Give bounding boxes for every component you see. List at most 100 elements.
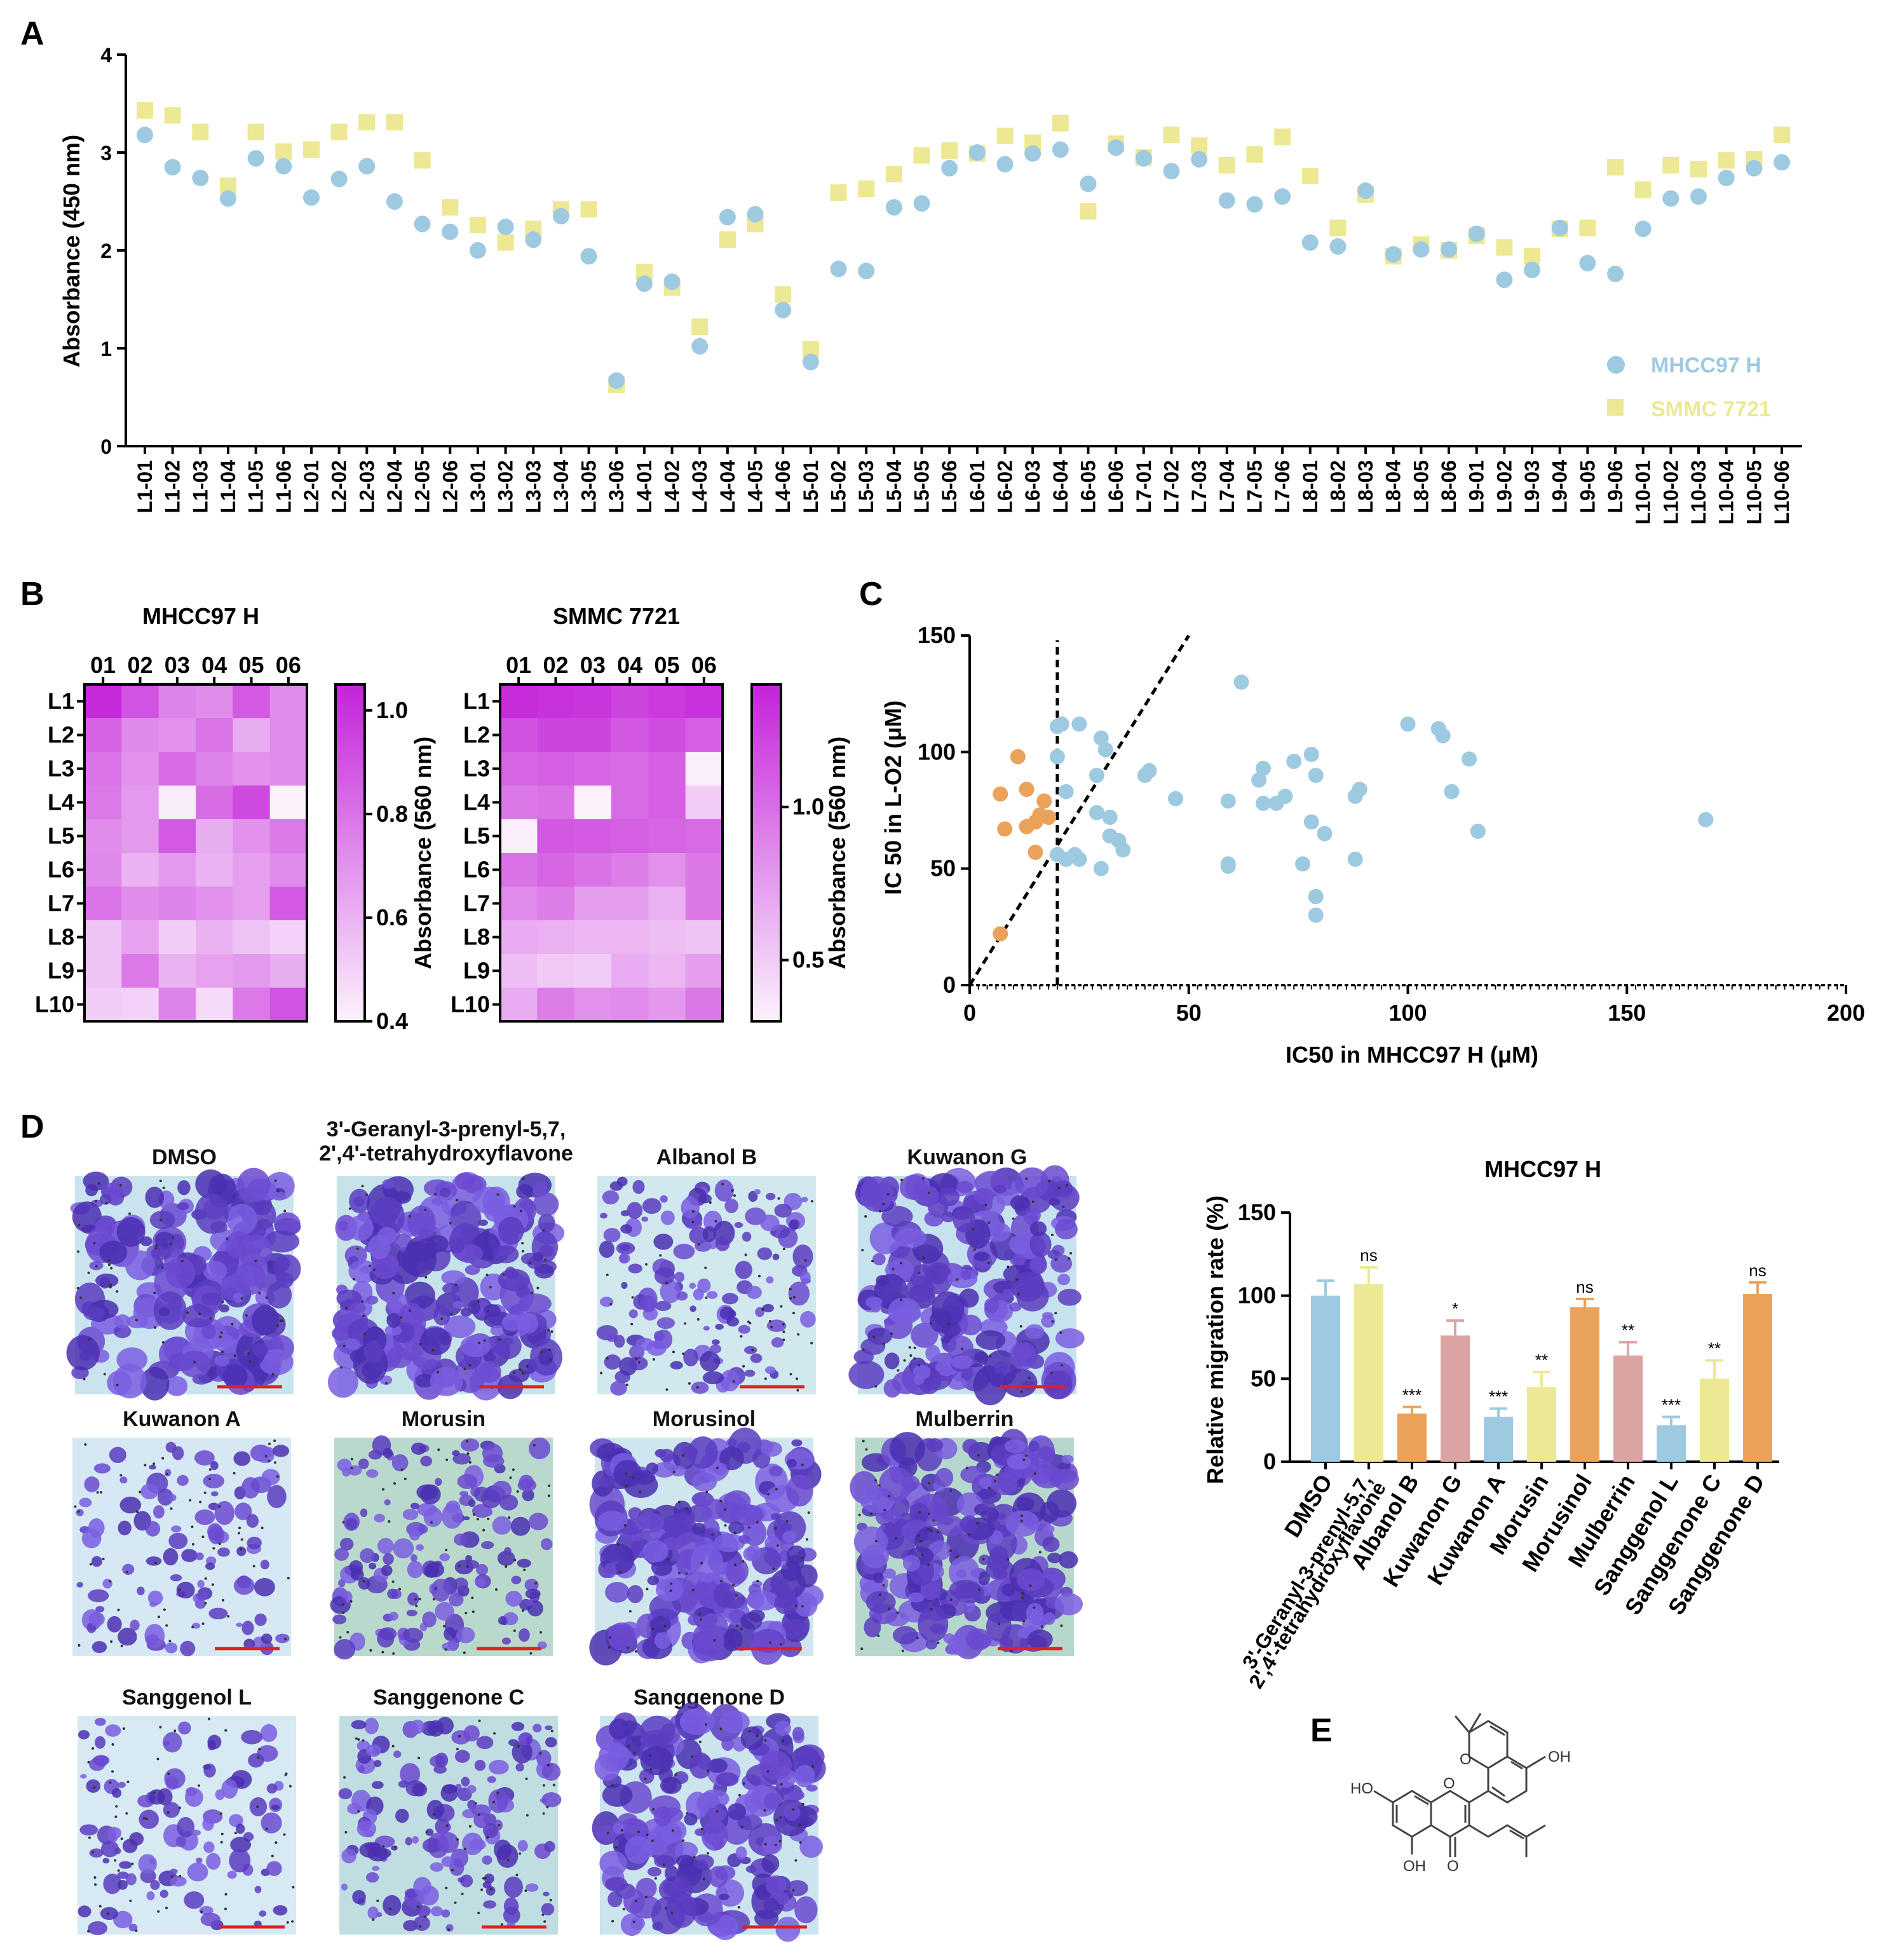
micrograph-pore xyxy=(627,1745,630,1748)
micrograph-cell-cluster xyxy=(978,1571,990,1586)
micrograph-cell-cluster xyxy=(435,1602,454,1621)
micrograph-cell-cluster xyxy=(538,1348,553,1366)
micrograph-cell-cluster xyxy=(112,1363,147,1399)
micrograph-cell-cluster xyxy=(452,1453,471,1465)
micrograph-cell-cluster xyxy=(719,1446,744,1471)
micrograph-pore xyxy=(248,1360,252,1363)
micrograph-pore xyxy=(756,1579,759,1582)
micrograph-pore xyxy=(522,1177,526,1180)
micrograph-cell-cluster xyxy=(128,1923,138,1931)
chart-d-significance: ** xyxy=(1708,1339,1721,1358)
micrograph-cell-cluster xyxy=(770,1513,782,1520)
heatmap-cell xyxy=(611,920,649,955)
micrograph-cell-cluster xyxy=(187,1862,208,1882)
heatmap-cell xyxy=(121,853,159,887)
heatmap-col-label: 05 xyxy=(238,652,264,678)
micrograph-pore xyxy=(482,1528,485,1532)
micrograph-cell-cluster xyxy=(766,1319,787,1332)
heatmap-row-label: L7 xyxy=(463,890,490,916)
micrograph-cell-cluster xyxy=(435,1752,449,1768)
micrograph-pore xyxy=(513,1205,516,1208)
micrograph-cell-cluster xyxy=(519,1293,552,1314)
micrograph-pore xyxy=(864,1215,867,1218)
micrograph-pore xyxy=(445,1458,449,1461)
chart-a-xtick-label: L8-05 xyxy=(1409,460,1432,514)
micrograph-cell-cluster xyxy=(714,1533,745,1553)
micrograph-pore xyxy=(88,1338,91,1341)
micrograph-pore xyxy=(672,1471,675,1474)
chart-c-point-other xyxy=(1220,793,1236,809)
heatmap-row-label: L10 xyxy=(35,991,74,1017)
micrograph-cell-cluster xyxy=(273,1212,301,1235)
ring-b xyxy=(1487,1755,1528,1804)
micrograph-pore xyxy=(471,1596,474,1600)
micrograph-cell-cluster xyxy=(442,1503,463,1529)
micrograph-cell-cluster xyxy=(689,1283,696,1290)
micrograph-pore xyxy=(541,1913,545,1916)
micrograph-cell-cluster xyxy=(344,1338,360,1350)
micrograph-pore xyxy=(505,1565,508,1568)
micrograph-cell-cluster xyxy=(627,1585,644,1603)
micrograph-cell-cluster xyxy=(1015,1167,1049,1199)
micrograph-cell-cluster xyxy=(441,1909,451,1918)
micrograph-pore xyxy=(1019,1324,1022,1328)
micrograph-cell-cluster xyxy=(1054,1180,1073,1197)
micrograph-cell-cluster xyxy=(960,1515,979,1534)
micrograph-pore xyxy=(161,1341,165,1344)
micrograph-pore xyxy=(926,1528,930,1531)
micrograph-cell-cluster xyxy=(940,1211,955,1223)
micrograph-pore xyxy=(625,1384,628,1387)
micrograph-cell-cluster xyxy=(484,1304,501,1317)
micrograph-pore xyxy=(283,1833,286,1836)
micrograph-cell-cluster xyxy=(761,1854,780,1873)
micrograph-pore xyxy=(264,1455,268,1458)
micrograph-cell-cluster xyxy=(693,1494,707,1506)
micrograph-pore xyxy=(886,1193,890,1196)
micrograph-cell-cluster xyxy=(503,1897,519,1916)
micrograph-cell-cluster xyxy=(673,1244,695,1260)
micrograph-cell-cluster xyxy=(76,1509,84,1516)
micrograph-cell-cluster xyxy=(926,1438,944,1452)
micrograph-cell-cluster xyxy=(386,1346,412,1368)
chart-a-point-mhcc97h xyxy=(1274,188,1291,205)
micrograph-cell-cluster xyxy=(508,1739,519,1746)
micrograph-cell-cluster xyxy=(140,1366,170,1401)
micrograph-pore xyxy=(346,1631,349,1634)
heatmap-col-label: 04 xyxy=(617,652,642,678)
chart-a-xtick-label: L2-04 xyxy=(383,460,406,514)
micrograph-pore xyxy=(156,1757,159,1760)
micrograph-cell-cluster xyxy=(341,1848,356,1863)
micrograph-pore xyxy=(220,1841,223,1844)
micrograph-pore xyxy=(651,1627,655,1630)
micrograph-pore xyxy=(519,1368,522,1371)
micrograph-cell-cluster xyxy=(158,1307,170,1317)
micrograph-cell-cluster xyxy=(364,1717,379,1734)
micrograph-pore xyxy=(860,1647,864,1650)
chart-a-point-smmc7721 xyxy=(830,184,847,201)
micrograph-cell-cluster xyxy=(118,1880,128,1890)
heatmap-cell xyxy=(537,786,575,820)
micrograph-pore xyxy=(705,1490,709,1494)
micrograph-pore xyxy=(153,1462,156,1466)
micrograph-pore xyxy=(117,1609,120,1612)
micrograph-pore xyxy=(219,1335,222,1338)
micrograph-cell-cluster xyxy=(665,1891,697,1928)
micrograph-cell-cluster xyxy=(404,1281,435,1309)
micrograph-pore xyxy=(224,1729,227,1732)
micrograph-cell-cluster xyxy=(208,1607,228,1620)
micrograph-pore xyxy=(486,1836,489,1839)
micrograph-cell-cluster xyxy=(496,1844,519,1868)
micrograph-pore xyxy=(284,1637,287,1640)
micrograph-cell-cluster xyxy=(524,1579,539,1591)
micrograph-cell-cluster xyxy=(149,1858,156,1865)
chart-c-point-selected xyxy=(1041,810,1057,825)
chart-c-point-other xyxy=(1435,728,1451,744)
micrograph-pore xyxy=(697,1243,700,1246)
chart-a-point-mhcc97h xyxy=(941,160,958,177)
micrograph-cell-cluster xyxy=(114,1314,131,1329)
chart-a-xtick-label: L8-06 xyxy=(1437,460,1460,514)
micrograph-pore xyxy=(208,1478,212,1481)
micrograph-cell-cluster xyxy=(252,1343,269,1358)
micrograph-pore xyxy=(635,1358,638,1361)
micrograph-pore xyxy=(153,1291,156,1295)
